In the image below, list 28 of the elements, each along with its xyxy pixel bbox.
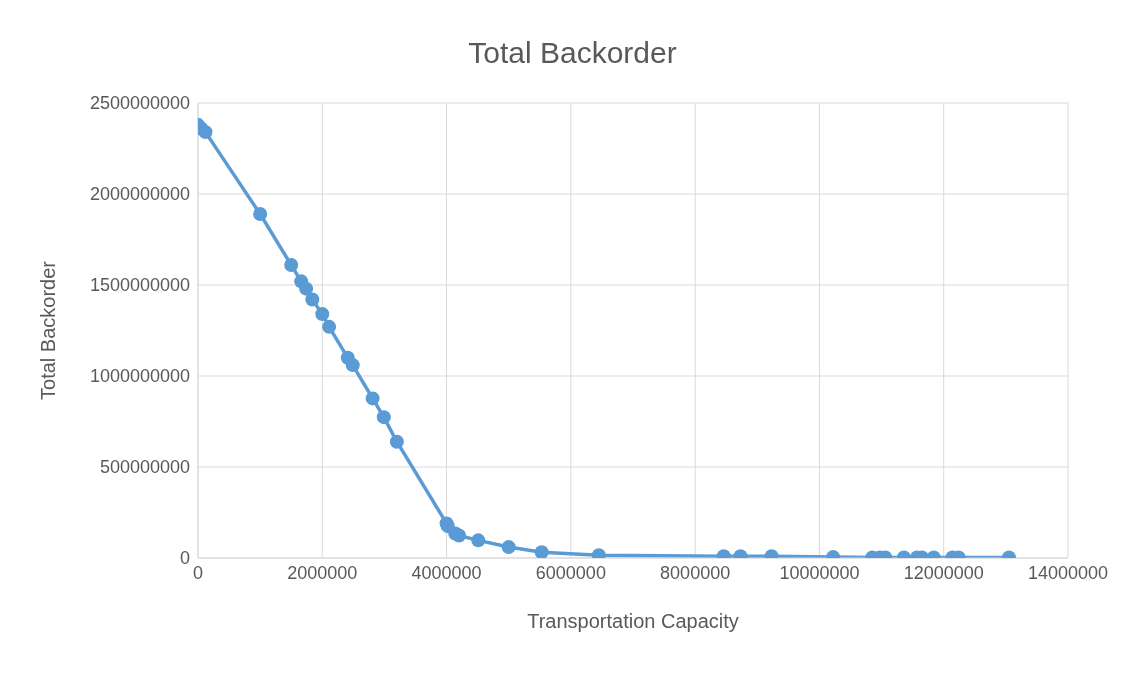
point [284,257,299,272]
x-tick-label: 4000000 [411,562,482,583]
point [345,358,360,373]
chart-title: Total Backorder [467,36,678,70]
point [376,410,391,425]
y-tick-label: 1000000000 [89,366,190,387]
x-tick-label: 8000000 [660,562,731,583]
x-tick-label: 10000000 [779,562,860,583]
y-tick-label: 1500000000 [89,275,190,296]
point [198,125,213,140]
x-axis-title: Transportation Capacity [527,610,739,632]
point [305,292,320,307]
point [365,391,380,406]
x-tick-label: 12000000 [903,562,984,583]
x-tick-label: 2000000 [287,562,358,583]
y-tick-label: 2500000000 [89,93,190,114]
point [389,434,404,449]
x-tick-label: 6000000 [535,562,606,583]
point [315,307,330,322]
point [253,207,268,222]
y-axis-title: Total Backorder [37,260,60,400]
x-tick-label: 14000000 [1027,562,1109,583]
point [322,319,337,334]
x-tick-label: 0 [192,562,204,583]
y-tick-label: 0 [179,548,190,569]
y-tick-label: 500000000 [99,457,190,478]
point [299,281,314,296]
y-tick-label: 2000000000 [89,184,190,205]
